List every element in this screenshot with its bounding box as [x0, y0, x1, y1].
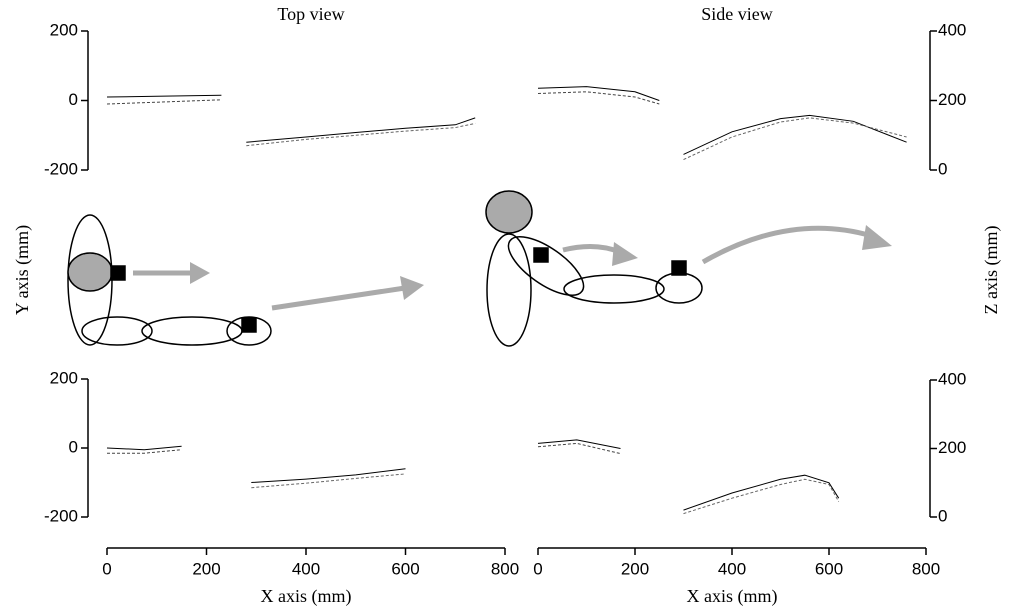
marker: [242, 318, 256, 332]
y-tick-label: 200: [938, 438, 966, 457]
trajectory: [246, 118, 475, 142]
chart-title: Side view: [701, 4, 773, 24]
x-tick-label: 0: [533, 559, 542, 578]
segment: [656, 273, 702, 303]
trajectory: [107, 100, 221, 104]
marker: [111, 266, 125, 280]
arrow-head: [862, 225, 892, 250]
y-tick-label: 200: [938, 90, 966, 109]
figure: -200 0 200 Top view Y axis (mm) 0 200 400 Side v…: [0, 0, 1013, 612]
x-tick-label: 800: [491, 559, 519, 578]
x-tick-label: 200: [192, 559, 220, 578]
marker: [534, 248, 548, 262]
segment: [500, 226, 593, 306]
trajectory: [538, 443, 621, 453]
arrow-head: [612, 242, 638, 266]
y-tick-label: 0: [938, 159, 947, 178]
y-tick-label: 400: [938, 369, 966, 388]
y-tick-label: 400: [938, 20, 966, 39]
x-tick-label: 200: [621, 559, 649, 578]
head: [486, 191, 532, 233]
trajectory: [246, 123, 475, 145]
y-tick-label: 200: [50, 368, 78, 387]
arrow: [563, 246, 620, 252]
y-tick-label: 200: [50, 20, 78, 39]
y-tick-label: -200: [44, 159, 78, 178]
marker: [672, 261, 686, 275]
y-tick-label: 0: [69, 437, 78, 456]
y-axis-label: Y axis (mm): [12, 225, 33, 315]
x-tick-label: 400: [292, 559, 320, 578]
x-tick-label: 600: [391, 559, 419, 578]
x-axis-label: X axis (mm): [687, 586, 778, 607]
arrow: [703, 228, 872, 262]
x-tick-label: 400: [718, 559, 746, 578]
y-tick-label: -200: [44, 506, 78, 525]
y-tick-label: 0: [69, 90, 78, 109]
segment: [564, 275, 664, 303]
trajectory: [684, 475, 839, 510]
y-tick-label: 0: [938, 506, 947, 525]
chart-title: Top view: [277, 4, 344, 24]
y-axis-label: Z axis (mm): [981, 226, 1002, 315]
arrow-head: [190, 262, 210, 284]
trajectory: [107, 446, 182, 449]
arrow: [272, 288, 405, 308]
arrow-head: [400, 276, 424, 300]
top-view-schematic: [68, 215, 424, 345]
x-axis-label: X axis (mm): [261, 586, 352, 607]
trajectory: [107, 450, 182, 454]
x-tick-label: 0: [102, 559, 111, 578]
x-tick-label: 800: [912, 559, 940, 578]
head: [68, 253, 112, 291]
x-tick-label: 600: [815, 559, 843, 578]
side-view-schematic: [486, 191, 892, 346]
trajectory: [107, 95, 221, 97]
trajectory: [684, 115, 907, 154]
